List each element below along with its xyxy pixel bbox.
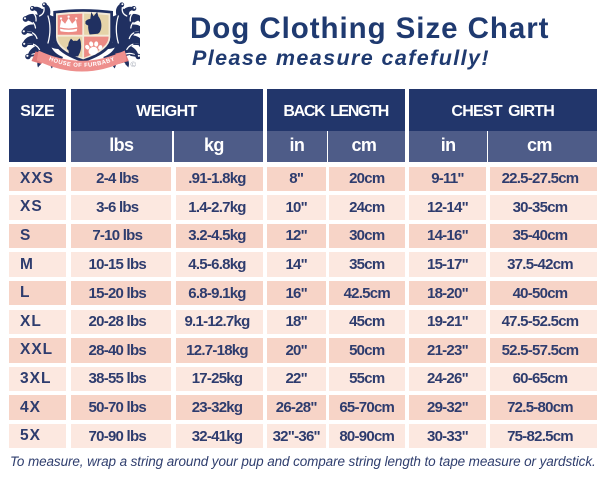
svg-text:©: © — [131, 60, 137, 69]
